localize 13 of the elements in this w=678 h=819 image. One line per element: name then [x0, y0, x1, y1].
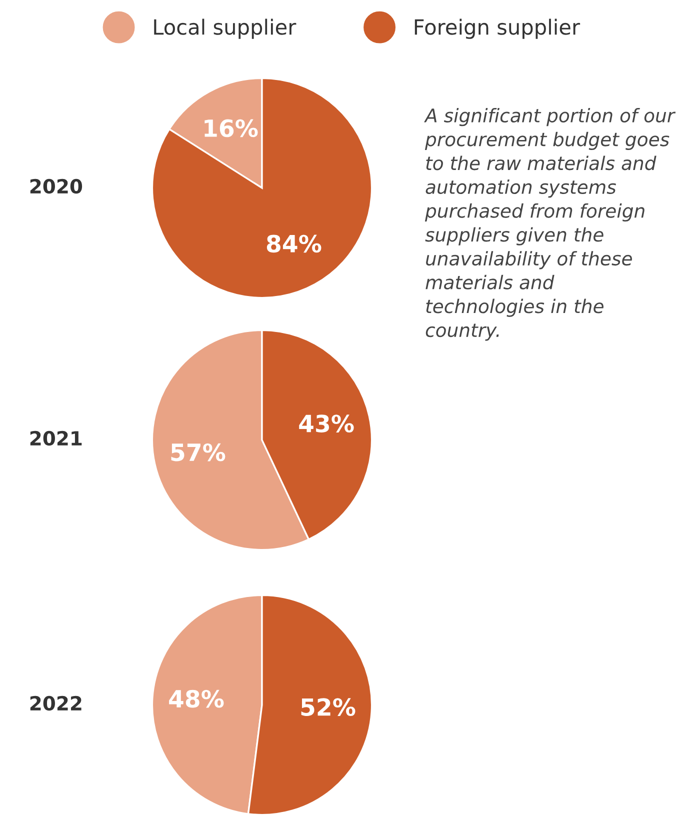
text: 2021: [30, 430, 82, 446]
data-label: 84%: [266, 234, 322, 253]
text: A significant portion of our procurement budget goes to the raw materials and automation systems purchased from foreign suppliers given the unavailability of these materials and technologies in the country.: [424, 108, 676, 341]
text: 2022: [30, 696, 82, 711]
data-label: 57%: [171, 443, 226, 462]
data-label: 16%: [204, 119, 258, 138]
text: 2020: [30, 178, 82, 194]
data-label: 52%: [301, 698, 356, 716]
legend-label: Local supplier: [154, 18, 296, 39]
legend-label: Foreign supplier: [414, 18, 580, 39]
pie-slice: [151, 77, 373, 299]
data-label: 48%: [169, 690, 224, 708]
data-label: 43%: [299, 414, 354, 432]
